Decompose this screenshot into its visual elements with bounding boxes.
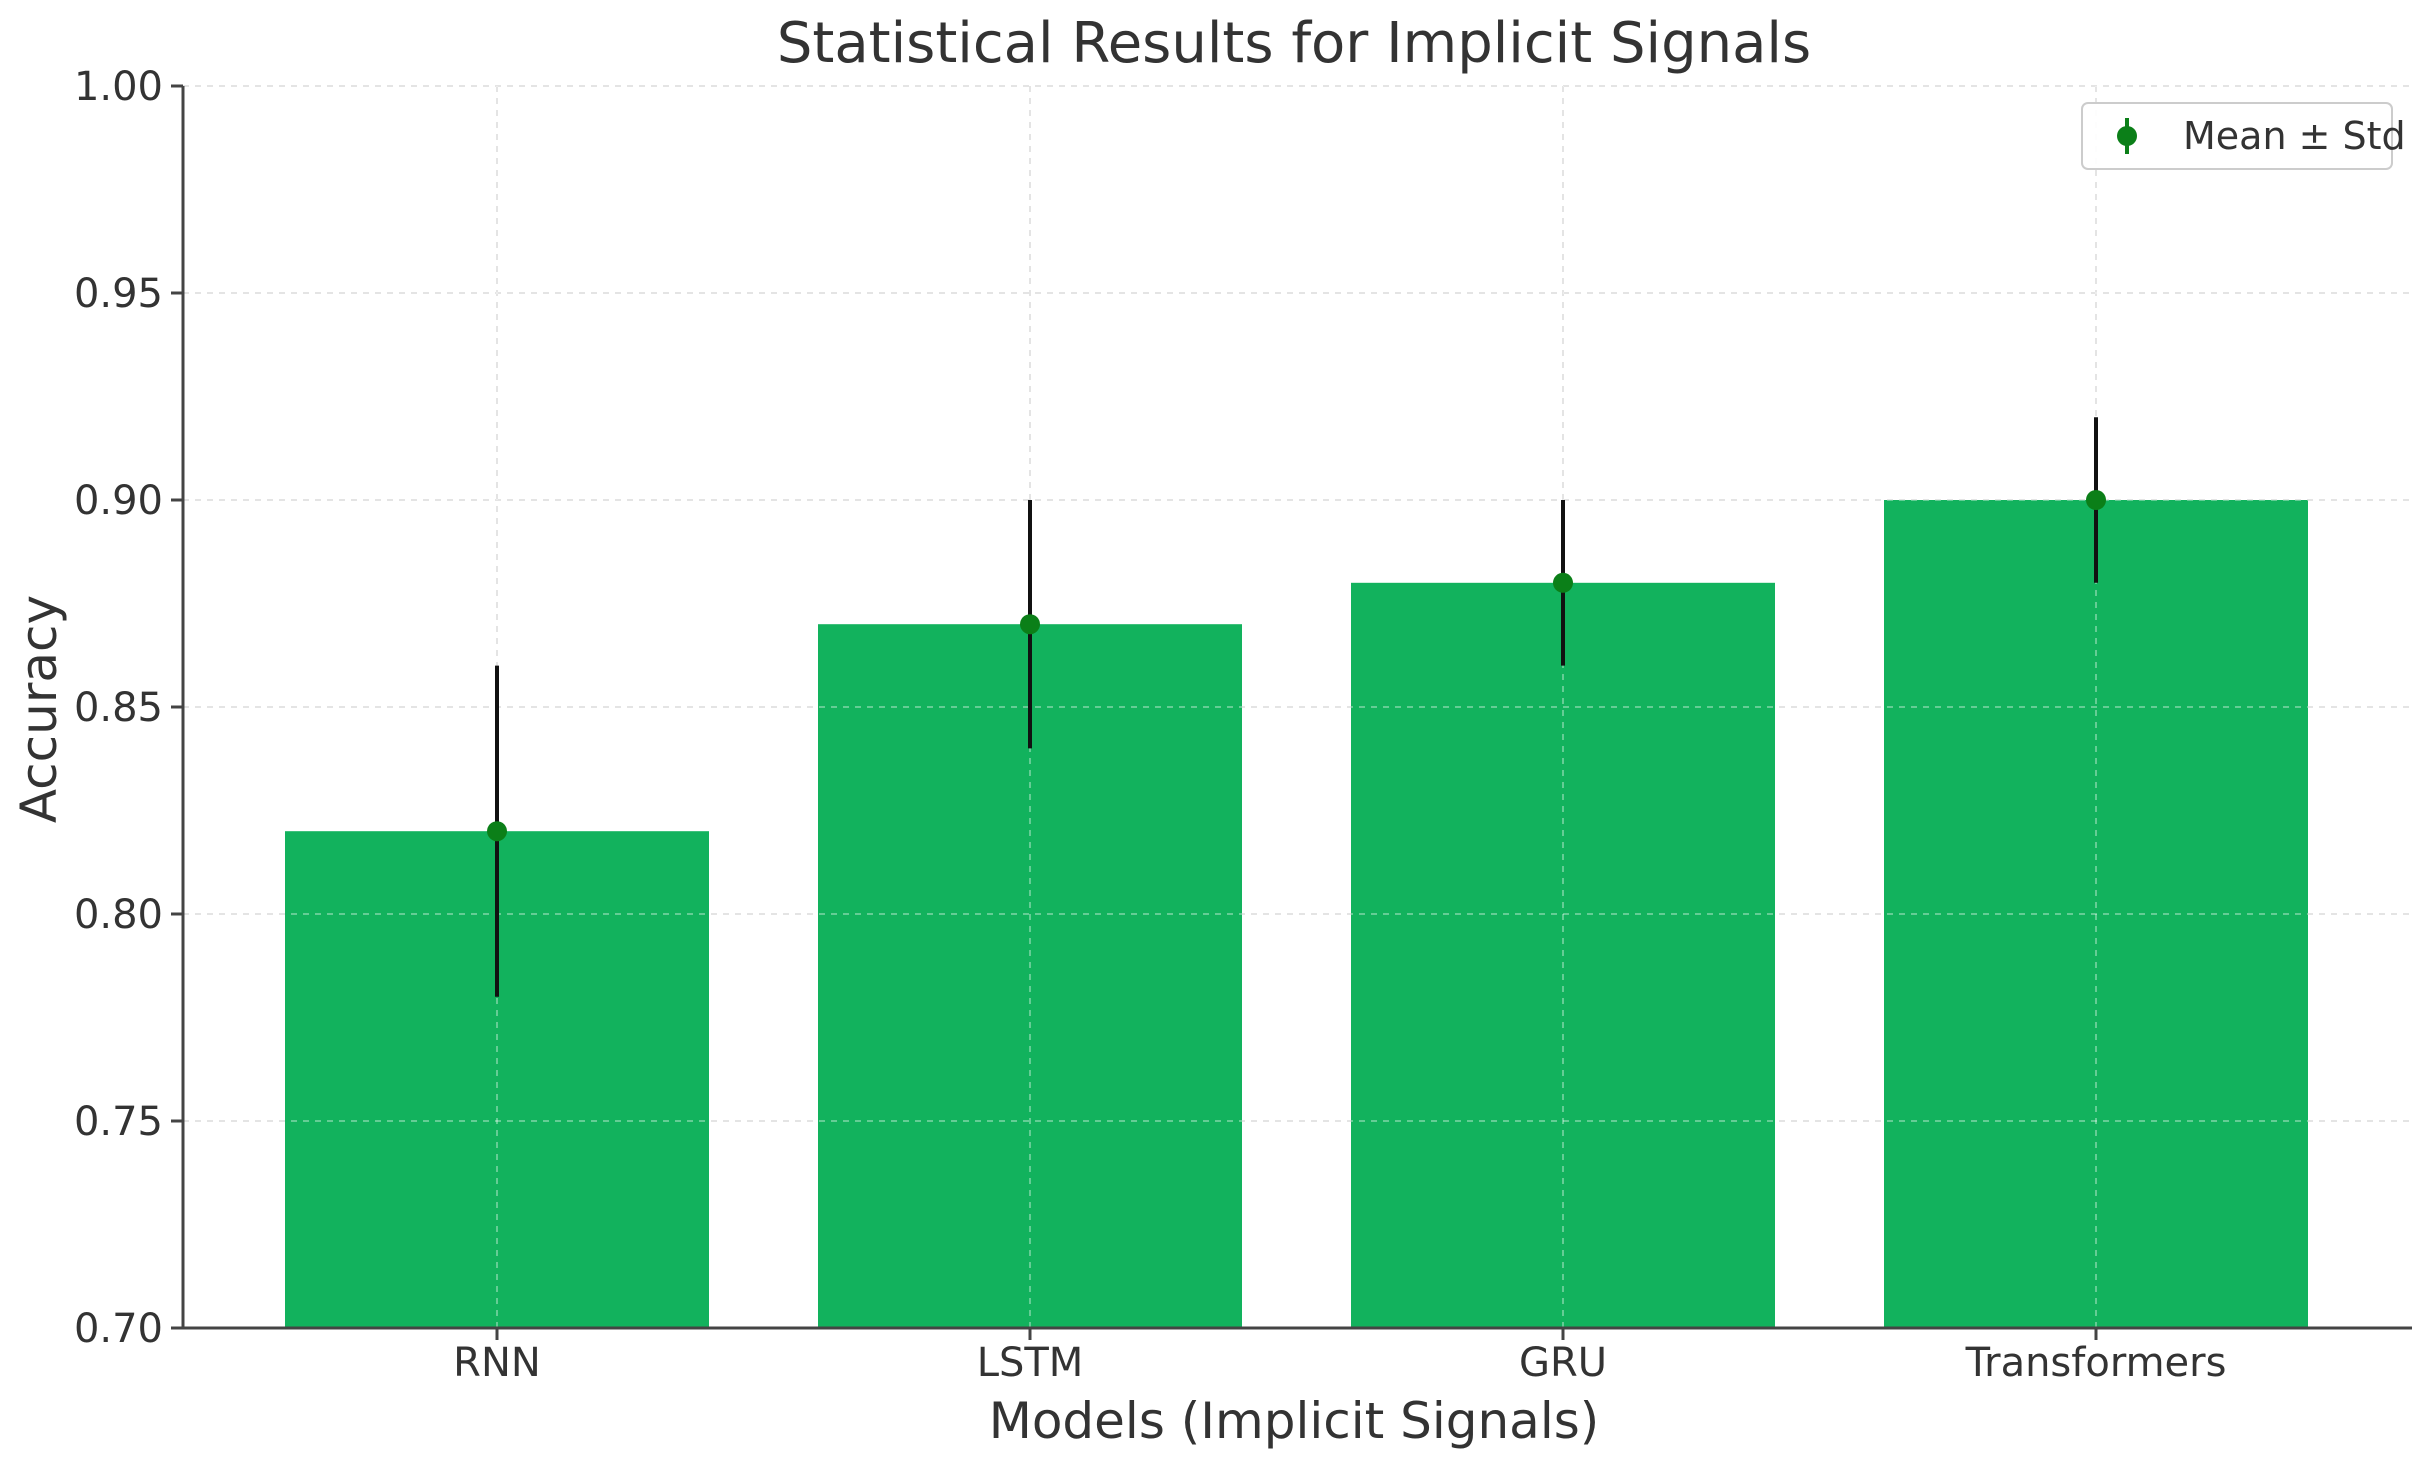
y-tick-label: 1.00 bbox=[74, 64, 163, 110]
y-tick-label: 0.90 bbox=[74, 478, 163, 524]
y-tick-label: 0.80 bbox=[74, 892, 163, 938]
mean-point-lstm bbox=[1020, 614, 1040, 635]
x-tick-label: Transformers bbox=[1965, 1340, 2227, 1386]
bar-transformers bbox=[1884, 500, 2308, 1328]
legend-label: Mean ± Std bbox=[2183, 114, 2406, 158]
mean-point-transformers bbox=[2086, 490, 2106, 510]
legend: Mean ± Std bbox=[2081, 102, 2406, 170]
x-tick-label: GRU bbox=[1519, 1340, 1607, 1386]
mean-point-rnn bbox=[487, 821, 507, 842]
bar-gru bbox=[1351, 582, 1775, 1328]
mean-point-gru bbox=[1553, 572, 1573, 593]
mean-points bbox=[487, 490, 2106, 842]
x-axis-ticks: RNN LSTM GRU Transformers bbox=[453, 1328, 2226, 1386]
x-grid-lines bbox=[183, 85, 2412, 1329]
x-axis-label: Models (Implicit Signals) bbox=[989, 1392, 1600, 1450]
x-tick-label: LSTM bbox=[977, 1340, 1084, 1386]
y-tick-label: 0.95 bbox=[74, 271, 163, 317]
y-tick-label: 0.70 bbox=[74, 1306, 163, 1352]
x-tick-label: RNN bbox=[453, 1340, 541, 1386]
legend-box bbox=[2081, 102, 2393, 170]
y-axis-ticks: 0.70 0.75 0.80 0.85 0.90 0.95 1.00 bbox=[74, 64, 183, 1352]
legend-marker-icon bbox=[2117, 126, 2137, 146]
y-axis-label: Accuracy bbox=[10, 595, 68, 823]
chart-title: Statistical Results for Implicit Signals bbox=[777, 11, 1811, 76]
y-tick-label: 0.75 bbox=[74, 1099, 163, 1145]
y-tick-label: 0.85 bbox=[74, 685, 163, 731]
bars bbox=[285, 500, 2308, 1328]
